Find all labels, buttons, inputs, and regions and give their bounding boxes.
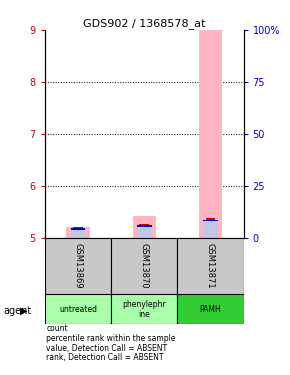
Text: count: count [46,324,68,333]
Text: percentile rank within the sample: percentile rank within the sample [46,334,176,343]
Bar [203,221,218,238]
Text: phenylephr
ine: phenylephr ine [122,300,166,319]
Bar [177,238,244,294]
Text: rank, Detection Call = ABSENT: rank, Detection Call = ABSENT [46,353,164,362]
Bar [71,230,85,238]
Bar [111,294,177,324]
Title: GDS902 / 1368578_at: GDS902 / 1368578_at [83,18,206,29]
Bar [137,225,152,226]
Bar [45,238,111,294]
Bar [177,294,244,324]
Bar [206,218,215,220]
Bar [133,216,156,238]
Bar [71,228,85,230]
Text: GSM13869: GSM13869 [74,243,83,289]
Text: untreated: untreated [59,305,97,314]
Bar [139,224,149,226]
Text: ▶: ▶ [20,306,27,315]
Bar [66,226,90,238]
Bar [203,220,218,221]
Text: GSM13871: GSM13871 [206,243,215,289]
Text: GSM13870: GSM13870 [140,243,149,289]
Bar [137,226,152,238]
Bar [199,30,222,238]
Bar [111,238,177,294]
Text: PAMH: PAMH [200,305,221,314]
Text: agent: agent [3,306,31,315]
Bar [73,227,83,229]
Bar [45,294,111,324]
Text: value, Detection Call = ABSENT: value, Detection Call = ABSENT [46,344,168,352]
